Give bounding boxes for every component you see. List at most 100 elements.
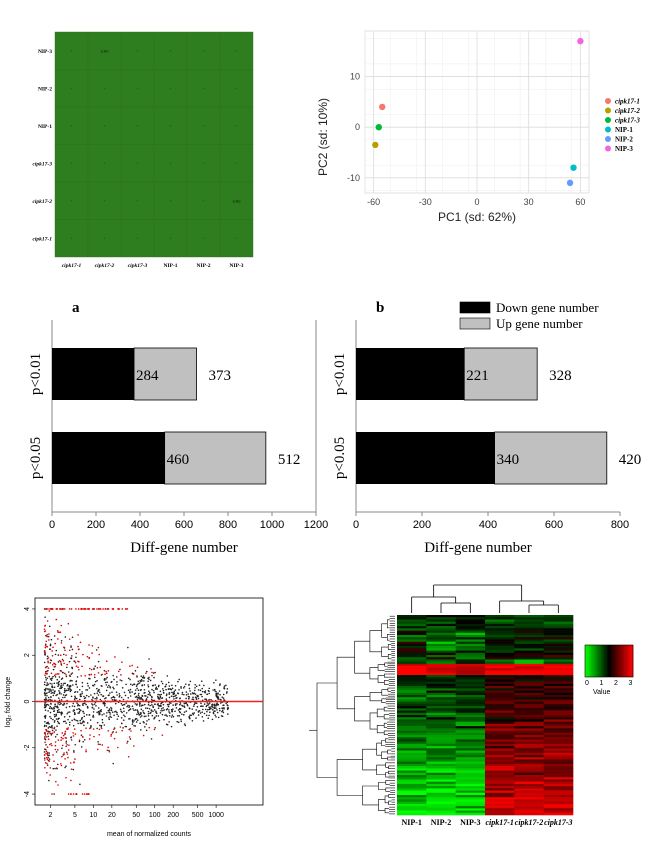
ma-point <box>47 735 50 738</box>
ma-point <box>56 725 58 727</box>
ma-point <box>59 608 61 610</box>
expression-cell <box>485 783 515 787</box>
ma-point <box>47 710 49 712</box>
ma-point <box>83 695 85 698</box>
ma-point <box>69 762 72 764</box>
expression-cell <box>426 623 456 627</box>
ma-point <box>105 672 108 675</box>
ma-point <box>100 727 103 730</box>
ma-point <box>60 699 63 701</box>
heatmap-cell-marker <box>235 237 238 239</box>
ma-point <box>108 749 110 752</box>
ma-point <box>95 687 98 690</box>
color-key-swatch <box>610 645 612 677</box>
ma-point <box>100 693 103 696</box>
expression-cell <box>455 737 486 740</box>
ma-point <box>130 730 132 732</box>
ma-point <box>46 672 48 675</box>
ma-x-tick-label: 1000 <box>208 812 224 819</box>
expression-cell <box>426 723 456 727</box>
color-key-swatch <box>599 645 601 677</box>
ma-point <box>43 661 46 664</box>
dendrogram-branch <box>381 740 386 746</box>
ma-point <box>76 691 79 693</box>
ma-point <box>160 702 162 705</box>
ma-point <box>165 698 168 700</box>
expression-cell <box>485 743 515 747</box>
ma-point <box>139 722 141 725</box>
ma-point <box>54 748 57 751</box>
expression-cell <box>543 675 574 678</box>
bar-x-tick-label: 1200 <box>304 519 328 531</box>
ma-point <box>77 634 79 636</box>
ma-point <box>60 640 63 642</box>
ma-point <box>44 766 46 769</box>
ma-point <box>107 694 110 697</box>
color-key-tick: 3 <box>629 680 633 687</box>
ma-point <box>101 718 104 721</box>
expression-cell <box>397 639 427 642</box>
expression-cell <box>514 806 544 809</box>
ma-point <box>147 712 150 715</box>
expression-cell <box>514 666 544 669</box>
dendrogram-branch <box>388 800 392 805</box>
ma-point <box>49 705 52 708</box>
ma-point <box>82 704 84 707</box>
color-key-swatch <box>605 645 607 677</box>
expression-cell <box>426 672 456 676</box>
ma-point <box>48 691 50 694</box>
expression-cell <box>543 788 574 791</box>
expression-cell <box>543 703 574 707</box>
expression-cell <box>455 721 486 725</box>
expression-cell <box>397 741 427 745</box>
expression-cell <box>514 635 544 638</box>
ma-point <box>48 726 51 728</box>
ma-point <box>128 708 131 711</box>
ma-point <box>82 608 84 610</box>
bar-category-label: p<0.01 <box>332 353 348 395</box>
ma-point <box>70 695 73 698</box>
expression-cell <box>426 768 456 771</box>
ma-point <box>63 647 66 649</box>
ma-point <box>65 751 68 754</box>
expression-cell <box>426 810 456 814</box>
ma-point <box>189 717 191 720</box>
dendrogram-branch <box>387 634 390 641</box>
ma-point <box>165 694 168 697</box>
expression-cell <box>543 777 574 780</box>
ma-point <box>164 685 167 688</box>
color-key-swatch <box>611 645 613 677</box>
ma-point <box>53 721 56 723</box>
ma-point <box>67 689 69 692</box>
ma-point <box>148 726 151 729</box>
expression-cell <box>514 763 544 767</box>
ma-point <box>64 672 66 675</box>
expression-cell <box>514 675 544 678</box>
ma-point <box>97 710 100 713</box>
ma-point <box>199 705 202 708</box>
pca-x-tick: -30 <box>419 197 432 207</box>
ma-point <box>144 726 146 728</box>
ma-point <box>85 750 87 753</box>
ma-point <box>140 675 143 677</box>
ma-point <box>143 676 146 679</box>
expression-cell <box>543 752 574 756</box>
ma-point <box>51 691 54 694</box>
ma-point <box>129 738 132 740</box>
heatmap-cell-marker <box>169 87 172 89</box>
ma-point <box>43 628 46 631</box>
ma-point <box>192 705 195 707</box>
heatmap-cell-marker <box>235 200 238 202</box>
dendrogram-branch <box>369 667 379 680</box>
ma-point <box>139 716 142 718</box>
ma-point <box>53 691 56 693</box>
expression-cell <box>397 706 427 709</box>
expression-cell <box>397 759 427 762</box>
ma-point <box>171 691 173 694</box>
expression-cell <box>426 663 456 667</box>
ma-point <box>118 693 121 695</box>
ma-point <box>64 720 66 723</box>
dendrogram-branch <box>381 689 388 696</box>
ma-point <box>77 645 79 648</box>
expression-cell <box>426 806 456 809</box>
